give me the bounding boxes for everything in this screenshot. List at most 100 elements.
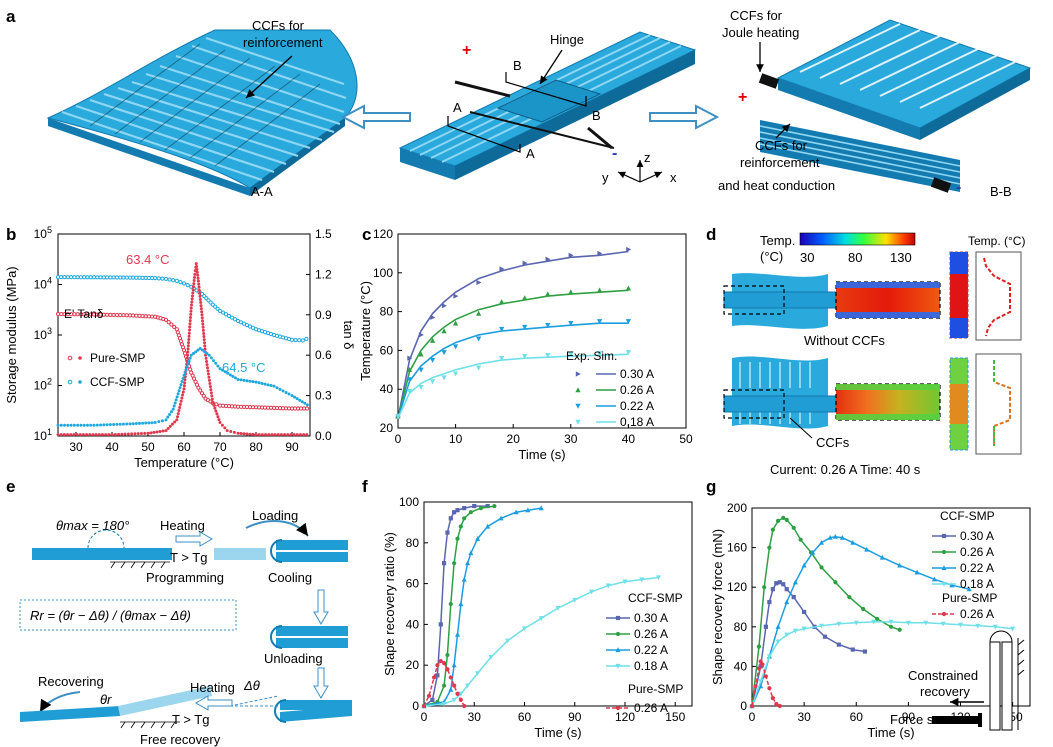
- b-point-pure-smp-tan-delta: [201, 319, 205, 323]
- c-point-018A: [522, 354, 528, 360]
- b-point-ccf-smp-tan-delta: [173, 401, 177, 405]
- b-point-pure-smp-tan-delta: [239, 432, 243, 436]
- b-point-pure-smp-tan-delta: [289, 433, 293, 437]
- b-point-pure-smp-tan-delta: [186, 353, 190, 357]
- f-point-022A: [513, 509, 519, 515]
- b-xtick-label: 70: [213, 440, 227, 454]
- f-point-030A: [445, 530, 450, 535]
- f-xtick-label: 90: [568, 710, 582, 724]
- f-legend-marker: [615, 647, 621, 653]
- b-point-ccf-smp-tan-delta: [186, 362, 190, 366]
- b-y2tick-label: 0.9: [315, 308, 332, 322]
- panel-a-schematic: CCFs for reinforcement A-A + - Hinge: [46, 8, 1032, 199]
- b-point-pure-smp-storage-modulus: [304, 406, 310, 411]
- c-point-030A: [418, 332, 424, 338]
- b-point-ccf-smp-storage-modulus: [181, 281, 187, 286]
- g-point-022A: [827, 535, 833, 540]
- label-ccfs-conduction-3: and heat conduction: [718, 178, 835, 193]
- g-point-030A: [781, 582, 786, 587]
- g-point-pure-026A: [760, 662, 765, 667]
- b-point-pure-smp-tan-delta: [204, 356, 208, 360]
- b-point-ccf-smp-tan-delta: [200, 348, 204, 352]
- f-point-022A: [455, 631, 460, 637]
- f-ytick-label: 100: [399, 495, 419, 509]
- c-point-022A: [522, 324, 528, 330]
- b-point-ccf-smp-storage-modulus: [171, 278, 176, 283]
- b-point-pure-smp-tan-delta: [164, 429, 168, 433]
- b-point-pure-smp-tan-delta: [192, 279, 196, 283]
- f-point-pure-026A: [442, 661, 447, 666]
- g-ytick-label: 40: [734, 659, 748, 673]
- c-ytick-label: 80: [380, 305, 394, 319]
- b-point-ccf-smp-storage-modulus: [223, 312, 229, 317]
- label-unloading: Unloading: [264, 651, 323, 666]
- b-point-ccf-smp-tan-delta: [168, 412, 172, 416]
- b-point-ccf-smp-tan-delta: [216, 364, 220, 368]
- b-point-pure-smp-tan-delta: [193, 272, 197, 276]
- label-programming: Programming: [146, 570, 224, 585]
- label-ccfs-conduction-2: reinforcement: [740, 155, 820, 170]
- b-point-pure-smp-tan-delta: [117, 432, 121, 436]
- c-xtick-label: 0: [395, 432, 402, 446]
- f-point-022A: [448, 686, 454, 692]
- b-point-pure-smp-tan-delta: [242, 432, 246, 436]
- c-point-022A: [453, 344, 459, 350]
- b-point-pure-smp-tan-delta: [189, 306, 193, 310]
- c-xlabel: Time (s): [518, 447, 565, 462]
- b-xtick-label: 50: [141, 440, 155, 454]
- g-point-022A: [914, 569, 920, 575]
- panel-letter-e: e: [6, 477, 15, 496]
- b-point-pure-smp-storage-modulus: [201, 393, 206, 399]
- g-point-026A: [784, 517, 789, 522]
- b-point-pure-smp-tan-delta: [273, 433, 277, 437]
- f-point-030A: [442, 561, 447, 566]
- b-point-ccf-smp-storage-modulus: [220, 310, 226, 315]
- label-constrained: Constrained: [908, 668, 978, 683]
- c-point-030A: [499, 266, 505, 272]
- c-point-022A: [499, 326, 505, 332]
- g-legend-label-pure: 0.26 A: [960, 607, 994, 621]
- negative-terminal: -: [612, 145, 617, 162]
- g-point-030A: [770, 587, 775, 592]
- f-point-018A: [639, 577, 645, 583]
- c-legend-header: Exp. Sim.: [566, 349, 617, 363]
- b-point-ccf-smp-tan-delta: [137, 421, 141, 425]
- c-point-022A: [441, 350, 447, 356]
- b-point-ccf-smp-tan-delta: [184, 368, 188, 372]
- b-point-ccf-smp-storage-modulus: [75, 275, 80, 280]
- c-point-022A: [418, 367, 424, 373]
- c-point-030A: [597, 250, 603, 256]
- colorbar-title: Temp.: [760, 233, 795, 248]
- force-sensor-inset: Constrained recovery Force sensor: [890, 630, 1025, 731]
- g-point-030A: [784, 587, 789, 592]
- c-ytick-label: 100: [373, 266, 393, 280]
- section-label-a-top: A: [453, 100, 462, 115]
- b-point-ccf-smp-tan-delta: [203, 350, 207, 354]
- f-point-018A: [441, 701, 447, 707]
- b-point-ccf-smp-tan-delta: [231, 374, 235, 378]
- f-point-022A: [468, 550, 474, 556]
- b-point-ccf-smp-tan-delta: [269, 384, 273, 387]
- f-point-026A: [445, 652, 450, 658]
- b-point-pure-smp-tan-delta: [207, 378, 211, 382]
- b-point-pure-smp-tan-delta: [181, 390, 185, 394]
- b-point-ccf-smp-tan-delta: [69, 423, 73, 427]
- b-annotation-ccf-peak: 64.5 °C: [222, 360, 266, 375]
- b-point-ccf-smp-tan-delta: [157, 420, 161, 424]
- b-point-pure-smp-tan-delta: [191, 294, 195, 298]
- b-point-ccf-smp-tan-delta: [218, 367, 222, 371]
- c-point-026A: [568, 289, 574, 295]
- b-point-pure-smp-tan-delta: [220, 423, 224, 427]
- b-point-ccf-smp-tan-delta: [82, 423, 86, 427]
- label-free-recovery: Free recovery: [140, 732, 221, 747]
- c-legend-label: 0.22 A: [620, 399, 654, 413]
- g-point-pure-026A: [763, 674, 769, 679]
- f-legend-label: 0.22 A: [634, 643, 668, 657]
- b-point-pure-smp-storage-modulus: [111, 312, 116, 318]
- b-point-ccf-smp-storage-modulus: [297, 338, 302, 343]
- b-point-ccf-smp-tan-delta: [134, 422, 138, 426]
- g-line-030A: [751, 581, 866, 707]
- f-point-022A: [475, 536, 481, 541]
- specimen-illustration: [398, 31, 697, 180]
- b-point-ccf-smp-tan-delta: [226, 371, 230, 375]
